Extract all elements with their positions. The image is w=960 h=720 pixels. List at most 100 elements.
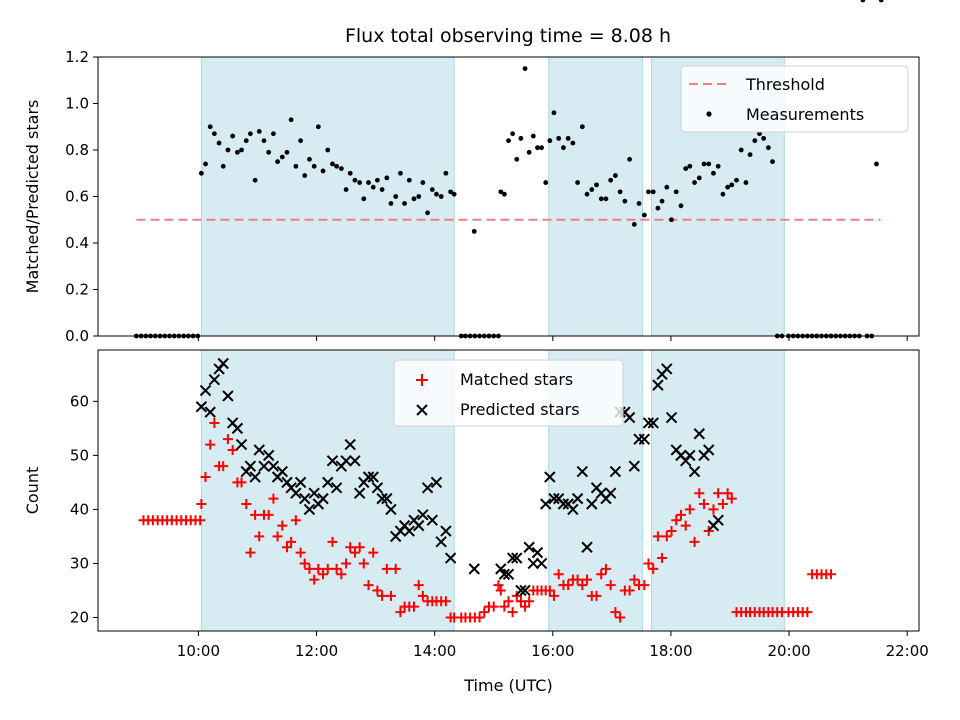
predicted-star-marker [349,455,361,467]
matched-star-marker [349,547,360,558]
matched-star-marker [205,439,216,450]
predicted-star-marker [231,422,244,435]
predicted-star-marker [661,363,673,375]
matched-star-marker [675,509,686,520]
measurement-point [325,147,331,153]
measurement-point [288,117,294,123]
measurement-point [234,149,240,155]
matched-star-marker [591,590,602,601]
predicted-star-marker [511,552,523,564]
ratio-y-axis-label: Matched/Predicted stars [23,100,42,294]
matched-star-marker [395,607,406,618]
matched-star-marker [544,585,555,596]
measurement-point [514,156,520,162]
matched-star-marker [548,590,559,601]
predicted-star-marker [609,465,622,478]
measurement-point [347,170,353,176]
y-tick-label: 0.6 [65,188,89,206]
predicted-star-marker [548,492,560,505]
matched-star-marker [629,574,640,585]
predicted-star-marker [527,557,540,570]
y-tick-label: 0.0 [65,327,89,345]
ratio-panel-frame [97,56,920,337]
predicted-star-marker [195,401,208,413]
matched-star-marker [286,536,297,547]
matched-star-marker [680,520,691,531]
matched-star-marker [703,526,714,537]
measurement-point [330,161,335,167]
measurement-point [738,147,744,153]
matched-star-marker [236,477,247,488]
measurement-point [429,187,435,192]
x-tick-label: 18:00 [649,642,692,660]
predicted-star-marker [376,492,388,505]
matched-star-marker [713,488,724,499]
matched-star-marker [726,493,737,504]
matched-star-marker [336,569,347,580]
measurement-point [646,189,651,195]
matched-star-marker [643,558,654,569]
x-tick-label: 16:00 [531,642,574,660]
measurements-legend-label: Measurements [746,105,864,124]
measurement-point [613,173,618,178]
predicted-star-marker [540,498,552,510]
x-tick-label: 10:00 [177,642,220,660]
measurement-point [526,149,532,155]
ratio-legend: Threshold Measurements [680,65,909,133]
predicted-star-marker [204,406,216,418]
y-axis-ticks: 0.0 0.2 0.4 0.6 0.8 1.0 1.2 [65,48,98,345]
measurement-point [874,161,879,167]
matched-star-marker [553,569,564,580]
predicted-star-marker [294,476,307,489]
matched-star-marker [290,515,301,526]
predicted-star-marker [235,438,248,451]
predicted-star-marker [381,492,393,505]
measurement-point [302,173,308,178]
measurement-point [416,194,422,199]
matched-star-marker [524,596,535,607]
measurement-point [659,198,665,204]
predicted-star-marker [693,428,705,440]
measurement-point [298,138,303,144]
predicted-star-marker [444,552,457,564]
measurement-point [510,131,516,137]
predicted-star-marker [249,471,261,483]
measurement-point [311,163,317,169]
predicted-star-marker [515,584,527,597]
measurement-point [357,180,363,185]
matched-star-marker [385,590,396,601]
measurement-point [770,159,775,165]
predicted-star-marker [199,384,212,397]
measurement-point [307,156,312,162]
y-tick-label: 60 [70,392,89,410]
predicted-star-marker [498,568,511,580]
measurement-point [561,145,566,151]
measurement-point [860,0,866,3]
matched-star-marker [209,417,220,428]
predicted-star-marker [544,471,556,483]
matched-star-marker [313,563,324,574]
measurement-point [374,177,380,183]
predicted-star-marker [712,514,724,526]
matched-star-marker [717,499,728,510]
matched-star-marker [318,569,329,580]
matched-star-marker [222,434,233,445]
predicted-star-marker [535,557,548,570]
measurement-point [266,149,272,155]
measurement-point [696,175,702,181]
measurement-point [765,145,771,151]
measurement-point [556,135,562,141]
measurement-point [692,180,697,185]
matched-star-marker [615,612,626,623]
matched-star-marker [295,547,306,558]
measurement-point [216,140,222,146]
measurement-point [425,210,430,216]
matched-star-marker [600,563,611,574]
measurement-point [225,147,231,153]
y-tick-label: 1.2 [65,48,89,66]
measurement-point [361,196,367,202]
matched-star-marker [309,574,320,585]
y-axis-ticks: 20 30 40 50 60 [70,392,98,626]
matched-star-marker [390,563,401,574]
